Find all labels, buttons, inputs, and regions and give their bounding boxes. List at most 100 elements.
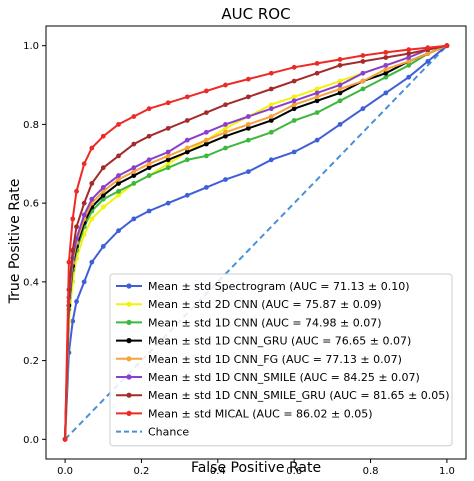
y-tick-label: 0.2 [23,356,39,367]
series-line-5 [64,44,448,440]
legend-swatch-marker [126,410,132,416]
series-point-0 [184,192,190,198]
series-point-1 [223,125,228,131]
series-point-7 [100,133,106,139]
series-point-7 [245,76,251,82]
legend-entry-label: Mean ± std 1D CNN (AUC = 74.98 ± 0.07) [148,316,382,329]
series-point-4 [100,188,106,194]
series-point-4 [184,145,190,151]
series-point-3 [203,141,209,147]
series-point-0 [291,149,297,155]
series-point-6 [203,110,209,115]
series-point-7 [74,188,79,194]
series-point-7 [81,161,87,167]
x-tick-label: 1.0 [439,466,455,477]
series-point-6 [89,181,95,186]
series-point-7 [223,82,228,88]
x-tick-label: 0.4 [210,466,226,477]
series-point-4 [425,51,431,56]
x-axis-label: False Positive Rate [191,460,321,476]
series-point-0 [100,244,106,249]
y-tick-label: 0.0 [23,435,39,446]
legend-swatch-marker [126,319,132,325]
series-point-2 [116,188,121,194]
y-tick-label: 1.0 [23,41,39,52]
series-point-1 [165,161,171,167]
series-point-0 [314,137,320,143]
series-point-7 [165,100,171,106]
series-point-7 [131,114,137,119]
legend-swatch-marker [126,338,132,344]
x-tick-label: 0.0 [57,466,73,477]
series-point-5 [131,165,137,171]
series-point-0 [425,59,431,64]
series-point-0 [146,208,152,214]
series-point-0 [116,228,121,234]
series-point-1 [268,102,274,108]
series-point-5 [383,62,389,68]
plot-frame [45,25,467,460]
series-point-3 [165,157,171,163]
series-point-5 [291,98,297,104]
series-point-7 [89,145,95,151]
legend-swatch-marker [126,374,132,380]
series-point-2 [268,129,274,135]
x-tick-label: 0.2 [134,466,150,477]
series-point-5 [360,70,366,76]
series-point-6 [291,78,297,84]
series-point-6 [100,165,106,171]
series-point-7 [116,122,121,127]
series-point-4 [146,161,152,167]
series-point-2 [314,110,320,115]
series-point-6 [184,118,190,123]
series-line-7 [64,44,448,440]
series-point-0 [70,318,76,324]
series-point-6 [223,102,228,108]
series-point-3 [146,165,152,171]
chart-title: AUC ROC [221,5,290,23]
series-point-3 [314,98,320,104]
legend-entry-label: Mean ± std MICAL (AUC = 86.02 ± 0.05) [148,407,373,420]
series-point-4 [165,153,171,159]
series-point-6 [165,125,171,131]
series-point-4 [314,94,320,100]
series-point-7 [184,94,190,100]
legend-entry-label: Mean ± std 1D CNN_FG (AUC = 77.13 ± 0.07… [148,353,402,366]
series-point-5 [406,55,412,60]
series-point-7 [66,259,72,265]
series-point-6 [337,62,343,68]
series-point-0 [337,122,343,127]
series-point-4 [245,122,251,127]
plot-area: 0.0 0.2 0.4 0.6 0.8 1.0 0.0 0.2 0.4 0.6 0.8 1.0 Mean… [23,25,467,477]
series-point-4 [360,78,366,84]
series-point-1 [337,78,343,84]
series-point-1 [291,94,297,100]
series-point-6 [70,247,76,253]
series-point-2 [337,98,343,104]
series-point-7 [314,60,320,66]
x-tick-label: 0.6 [286,466,302,477]
legend-entry-label: Mean ± std Spectrogram (AUC = 71.13 ± 0.… [148,280,410,293]
series-point-5 [116,173,121,178]
legend-swatch-marker [126,392,132,398]
series-point-2 [383,74,389,80]
series-point-0 [223,177,228,182]
y-tick-label: 0.6 [23,199,39,210]
series-point-6 [116,153,121,159]
legend-swatch-marker [126,283,132,289]
x-tick-label: 0.8 [363,466,379,477]
series-point-5 [268,106,274,112]
series-point-4 [337,86,343,92]
series-point-0 [203,184,209,190]
series-point-7 [146,106,152,112]
series-point-2 [360,86,366,92]
series-point-7 [70,216,76,222]
series-point-6 [406,51,412,56]
legend-entry-label: Mean ± std 2D CNN (AUC = 75.87 ± 0.09) [148,298,382,311]
series-point-5 [223,122,228,127]
legend-entry-label: Mean ± std 1D CNN_GRU (AUC = 76.65 ± 0.0… [148,335,411,348]
series-line-2 [64,44,448,440]
legend-entry-label: Chance [148,426,189,439]
series-point-3 [184,149,190,155]
